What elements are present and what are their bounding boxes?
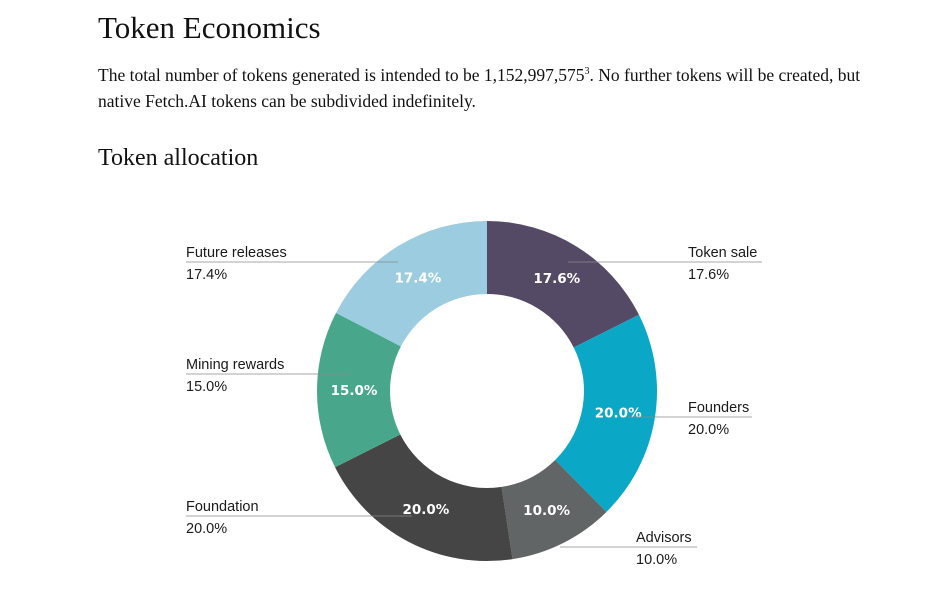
slice-future-releases bbox=[336, 221, 487, 347]
legend-name-future-releases: Future releases bbox=[186, 245, 287, 261]
legend-value-future-releases: 17.4% bbox=[186, 267, 227, 283]
intro-text-before: The total number of tokens generated is … bbox=[98, 65, 585, 85]
legend-value-token-sale: 17.6% bbox=[688, 267, 729, 283]
slice-advisors bbox=[501, 460, 607, 560]
legend-name-advisors: Advisors bbox=[636, 530, 692, 546]
slice-label-future-releases: 17.4% bbox=[394, 270, 441, 286]
legend-name-foundation: Foundation bbox=[186, 499, 259, 515]
slice-mining-rewards bbox=[317, 312, 401, 468]
slice-label-mining-rewards: 15.0% bbox=[331, 383, 378, 399]
slice-label-token-sale: 17.6% bbox=[533, 271, 580, 287]
slice-founders bbox=[555, 314, 657, 512]
intro-paragraph: The total number of tokens generated is … bbox=[98, 62, 878, 114]
intro-text-after: . No further tokens will be created, but… bbox=[98, 65, 861, 111]
legend-value-founders: 20.0% bbox=[688, 422, 729, 438]
slice-foundation bbox=[335, 434, 513, 561]
legend-name-token-sale: Token sale bbox=[688, 245, 757, 261]
slice-label-foundation: 20.0% bbox=[402, 502, 449, 518]
legend-value-foundation: 20.0% bbox=[186, 521, 227, 537]
slice-token-sale bbox=[487, 221, 639, 348]
legend-name-founders: Founders bbox=[688, 400, 749, 416]
legend-name-mining-rewards: Mining rewards bbox=[186, 357, 284, 373]
slice-label-founders: 20.0% bbox=[595, 406, 642, 422]
legend-value-mining-rewards: 15.0% bbox=[186, 379, 227, 395]
slice-label-advisors: 10.0% bbox=[523, 503, 570, 519]
page-title: Token Economics bbox=[98, 10, 321, 45]
section-title: Token allocation bbox=[98, 145, 259, 171]
legend-value-advisors: 10.0% bbox=[636, 552, 677, 568]
footnote-marker[interactable]: 3 bbox=[584, 66, 590, 78]
